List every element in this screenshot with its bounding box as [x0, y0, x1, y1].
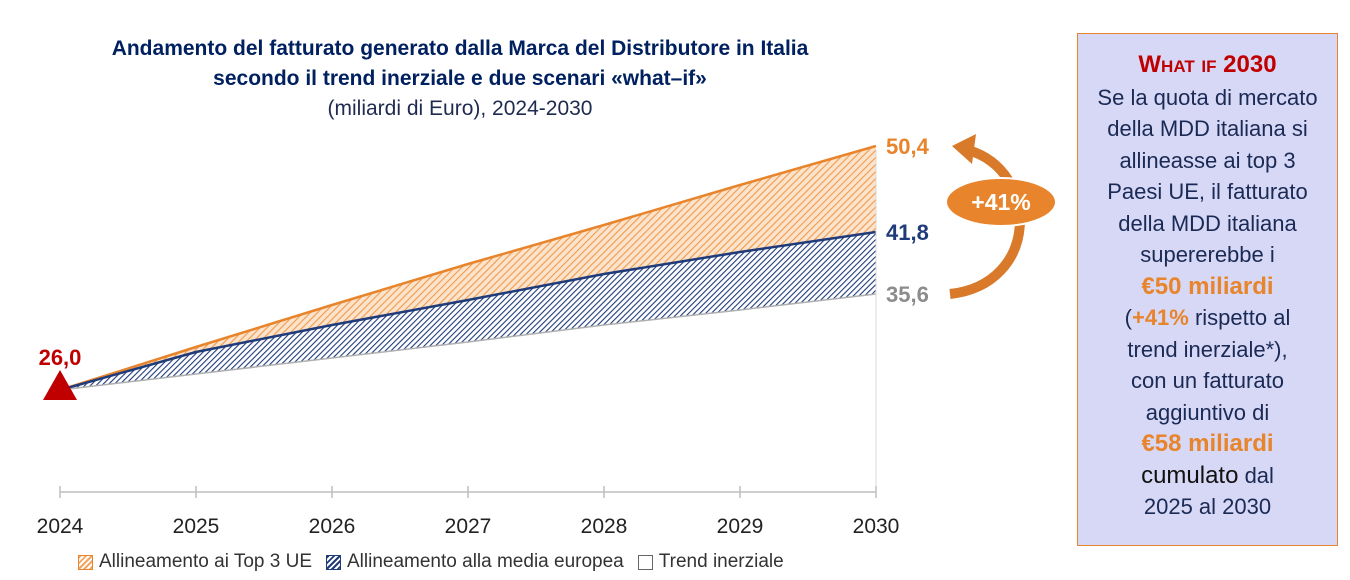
x-tick-label: 2025 [173, 515, 220, 538]
what-if-cumulato-line: cumulato dal [1078, 460, 1337, 492]
what-if-line: della MDD italiana [1118, 210, 1297, 236]
series-line-trend [59, 293, 877, 391]
paren-open: ( [1124, 305, 1132, 330]
what-if-amount-1: €50 miliardi [1141, 272, 1274, 300]
end-value-label: 35,6 [886, 282, 929, 307]
what-if-pct: +41% [1131, 305, 1189, 330]
what-if-cumulato: cumulato [1141, 461, 1239, 489]
legend-swatch-top3 [78, 554, 93, 570]
end-value-label: 50,4 [886, 134, 930, 159]
delta-badge-label: +41% [971, 189, 1030, 215]
legend-item-ue: Allineamento alla media europea [326, 551, 624, 573]
what-if-line: aggiuntivo di [1145, 399, 1270, 425]
start-value-label: 26,0 [39, 345, 82, 370]
legend-label-trend: Trend inerziale [658, 551, 784, 572]
what-if-line: allineasse ai top 3 [1119, 147, 1296, 173]
legend-swatch-trend [637, 554, 653, 570]
what-if-line: con un fatturato [1131, 368, 1284, 393]
series-line-top3 [59, 144, 877, 392]
chart-unit-note: (miliardi di Euro), 2024-2030 [327, 97, 593, 120]
what-if-line: dal [1238, 462, 1274, 488]
x-tick-label: 2029 [717, 515, 764, 538]
what-if-line: rispetto al [1188, 305, 1291, 330]
chart-title: Andamento del fatturato generato dalla M… [40, 34, 880, 124]
legend-item-top3: Allineamento ai Top 3 UE [78, 551, 312, 573]
what-if-line: 2025 al 2030 [1143, 494, 1272, 519]
what-if-title-text: What if 2030 [1138, 51, 1277, 78]
what-if-amount-2: €58 miliardi [1141, 430, 1274, 457]
x-tick-label: 2030 [853, 515, 900, 538]
what-if-line: Se la quota di mercato [1097, 84, 1318, 110]
end-value-label: 41,8 [886, 220, 929, 245]
delta-badge [945, 177, 1057, 227]
area-chart: 2024 2025 2026 2027 2028 2029 2030 26,0 50,4 41,… [37, 134, 1057, 538]
legend-item-trend: Trend inerziale [637, 551, 784, 573]
what-if-line: trend inerziale*), [1127, 336, 1288, 362]
chart-legend: Allineamento ai Top 3 UE Allineamento al… [78, 551, 784, 573]
series-line-ue [59, 230, 877, 392]
start-marker [43, 370, 77, 400]
what-if-title: What if 2030 [1078, 49, 1337, 81]
what-if-line: Paesi UE, il fatturato [1107, 179, 1308, 204]
what-if-pct-line: (+41% rispetto al [1078, 302, 1337, 334]
chart-title-line1: Andamento del fatturato generato dalla M… [111, 37, 809, 60]
growth-arrow-head [952, 134, 976, 164]
x-tick-label: 2024 [37, 515, 84, 538]
chart-title-line2: secondo il trend inerziale e due scenari… [213, 67, 707, 90]
x-tick-label: 2026 [309, 515, 356, 538]
what-if-box: What if 2030 Se la quota di mercato dell… [1077, 33, 1338, 546]
area-ue-band [60, 232, 876, 390]
legend-label-top3: Allineamento ai Top 3 UE [99, 551, 312, 572]
x-tick-label: 2027 [445, 515, 492, 538]
legend-label-ue: Allineamento alla media europea [347, 551, 624, 572]
legend-swatch-ue [326, 554, 341, 570]
what-if-line: della MDD italiana si [1107, 116, 1308, 141]
x-tick-label: 2028 [581, 515, 628, 538]
what-if-line: supererebbe i [1140, 242, 1275, 267]
growth-arrow-shaft [949, 145, 1025, 299]
area-top3-band [60, 146, 876, 390]
